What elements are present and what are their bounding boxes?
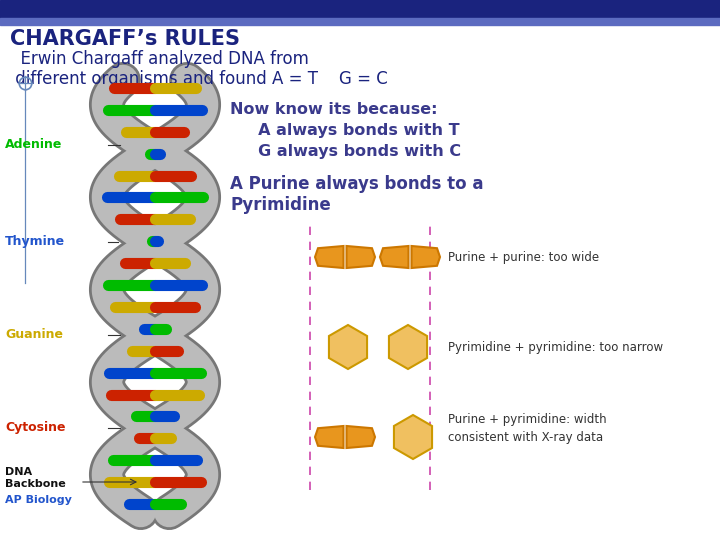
Text: Now know its because:: Now know its because: — [230, 102, 438, 117]
Text: Pyrimidine + pyrimidine: too narrow: Pyrimidine + pyrimidine: too narrow — [448, 341, 663, 354]
Polygon shape — [412, 246, 440, 268]
Text: Guanine: Guanine — [5, 328, 63, 341]
Text: DNA
Backbone: DNA Backbone — [5, 467, 66, 489]
Text: Purine + purine: too wide: Purine + purine: too wide — [448, 251, 599, 264]
Polygon shape — [394, 415, 432, 459]
Text: G always bonds with C: G always bonds with C — [230, 144, 461, 159]
Polygon shape — [346, 246, 375, 268]
Text: different organisms and found A = T    G = C: different organisms and found A = T G = … — [10, 70, 388, 88]
Polygon shape — [346, 426, 375, 448]
Polygon shape — [315, 246, 343, 268]
Text: Pyrimidine: Pyrimidine — [230, 196, 330, 214]
Text: Cytosine: Cytosine — [5, 422, 66, 435]
Text: Adenine: Adenine — [5, 138, 63, 152]
Text: CHARGAFF’s RULES: CHARGAFF’s RULES — [10, 29, 240, 49]
Text: A always bonds with T: A always bonds with T — [230, 123, 459, 138]
Text: AP Biology: AP Biology — [5, 495, 72, 505]
Text: Erwin Chargaff analyzed DNA from: Erwin Chargaff analyzed DNA from — [10, 50, 309, 68]
Polygon shape — [315, 426, 343, 448]
Polygon shape — [389, 325, 427, 369]
Bar — [0, 0, 720, 18]
Bar — [0, 18, 720, 25]
Polygon shape — [329, 325, 367, 369]
Polygon shape — [380, 246, 408, 268]
Text: A Purine always bonds to a: A Purine always bonds to a — [230, 175, 484, 193]
Text: Purine + pyrimidine: width
consistent with X-ray data: Purine + pyrimidine: width consistent wi… — [448, 414, 607, 444]
Text: Thymine: Thymine — [5, 235, 65, 248]
